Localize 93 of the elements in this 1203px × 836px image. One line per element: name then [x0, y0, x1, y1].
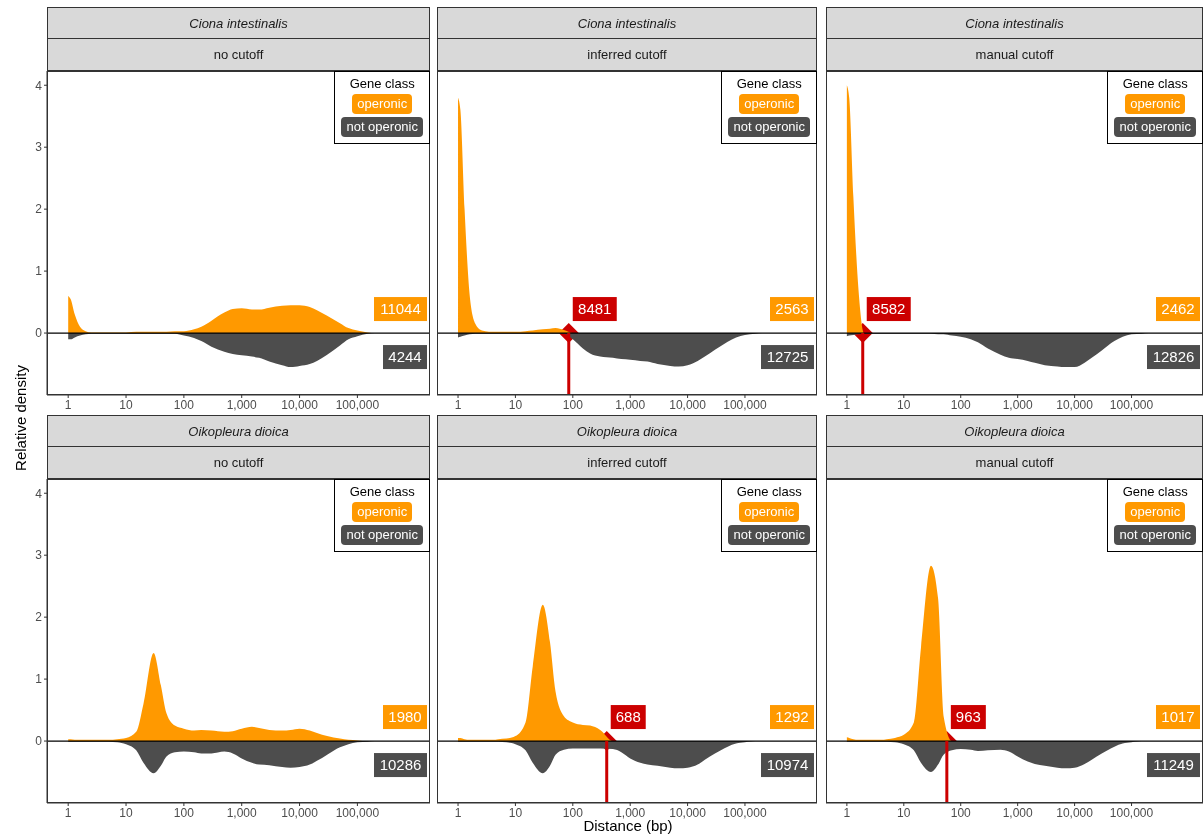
chart-subtitle: inferred cutoff: [437, 39, 817, 71]
y-tick-label: 2: [35, 610, 43, 625]
y-tick-label: 1: [35, 672, 43, 687]
x-tick-label: 100: [173, 805, 195, 820]
annotation: 10974: [766, 756, 809, 774]
y-tick-label: 4: [35, 486, 43, 501]
legend-title: Gene class: [736, 76, 802, 91]
x-tick-label: 100: [562, 397, 584, 412]
x-tick-label: 10: [897, 397, 911, 412]
x-tick-label: 100,000: [335, 397, 380, 412]
x-tick-label: 100,000: [1109, 397, 1154, 412]
x-tick-label: 1: [843, 805, 851, 820]
chart-subtitle: inferred cutoff: [437, 447, 817, 479]
x-tick-label: 10: [897, 805, 911, 820]
x-tick-label: 1,000: [226, 397, 258, 412]
y-axis-title: Relative density: [11, 365, 29, 471]
chart-title: Ciona intestinalis: [826, 7, 1203, 39]
legend-title: Gene class: [1122, 76, 1188, 91]
x-tick-label: 1: [64, 397, 72, 412]
x-tick-label: 1: [843, 397, 851, 412]
chart-subtitle: manual cutoff: [826, 447, 1203, 479]
x-tick-label: 100: [950, 805, 972, 820]
x-tick-label: 100,000: [723, 397, 767, 412]
legend-title: Gene class: [736, 484, 802, 499]
annotation: 4244: [388, 348, 422, 366]
text: operonic: [352, 94, 413, 114]
x-tick-label: 1: [454, 805, 462, 820]
chart-title: Oikopleura dioica: [437, 415, 817, 447]
x-tick-label: 1: [454, 397, 462, 412]
text: not operonic: [1114, 525, 1196, 545]
text: operonic: [1125, 502, 1186, 522]
annotation: 1980: [388, 708, 422, 726]
text: not operonic: [1114, 117, 1196, 137]
x-tick-label: 1,000: [226, 805, 258, 820]
x-tick-label: 10: [508, 397, 523, 412]
x-tick-label: 10,000: [1056, 805, 1094, 820]
x-tick-label: 10,000: [1056, 397, 1094, 412]
annotation: 10286: [379, 756, 422, 774]
annotation: 12725: [766, 348, 809, 366]
y-tick-label: 3: [35, 140, 43, 155]
annotation: 2462: [1161, 300, 1195, 318]
chart-subtitle: manual cutoff: [826, 39, 1203, 71]
annotation: 11044: [380, 300, 421, 318]
annotation: 12826: [1152, 348, 1195, 366]
x-tick-label: 1,000: [615, 397, 646, 412]
x-tick-label: 1: [64, 805, 72, 820]
annotation: 688: [615, 708, 641, 726]
y-tick-label: 1: [35, 264, 43, 279]
x-tick-label: 10: [119, 805, 134, 820]
text: not operonic: [341, 117, 423, 137]
x-tick-label: 100: [950, 397, 972, 412]
x-tick-label: 100,000: [335, 805, 380, 820]
y-tick-label: 4: [35, 78, 43, 93]
legend-title: Gene class: [1122, 484, 1188, 499]
annotation: 1017: [1161, 708, 1195, 726]
chart-title: Oikopleura dioica: [826, 415, 1203, 447]
x-tick-label: 1,000: [615, 805, 646, 820]
annotation: 8582: [872, 300, 906, 318]
legend-title: Gene class: [349, 484, 415, 499]
x-tick-label: 10: [508, 805, 523, 820]
text: operonic: [1125, 94, 1186, 114]
x-tick-label: 100,000: [1109, 805, 1154, 820]
chart-title: Ciona intestinalis: [437, 7, 817, 39]
text: operonic: [739, 502, 800, 522]
chart-subtitle: no cutoff: [47, 39, 430, 71]
x-tick-label: 10,000: [281, 805, 319, 820]
x-tick-label: 1,000: [1002, 805, 1034, 820]
text: not operonic: [728, 525, 810, 545]
x-tick-label: 1,000: [1002, 397, 1034, 412]
legend-title: Gene class: [349, 76, 415, 91]
annotation: 963: [955, 708, 981, 726]
text: operonic: [739, 94, 800, 114]
annotation: 2563: [775, 300, 809, 318]
x-tick-label: 10,000: [281, 397, 319, 412]
chart-subtitle: no cutoff: [47, 447, 430, 479]
x-tick-label: 10,000: [669, 397, 707, 412]
annotation: 1292: [775, 708, 809, 726]
y-tick-label: 0: [35, 326, 43, 341]
x-tick-label: 100: [173, 397, 195, 412]
y-tick-label: 2: [35, 202, 43, 217]
annotation: 8481: [578, 300, 612, 318]
x-tick-label: 100,000: [723, 805, 767, 820]
chart-title: Ciona intestinalis: [47, 7, 430, 39]
x-tick-label: 10,000: [669, 805, 707, 820]
y-tick-label: 3: [35, 548, 43, 563]
x-tick-label: 100: [562, 805, 584, 820]
y-tick-label: 0: [35, 734, 43, 749]
chart-title: Oikopleura dioica: [47, 415, 430, 447]
text: operonic: [352, 502, 413, 522]
x-tick-label: 10: [119, 397, 134, 412]
annotation: 11249: [1153, 756, 1194, 774]
text: not operonic: [341, 525, 423, 545]
text: not operonic: [728, 117, 810, 137]
